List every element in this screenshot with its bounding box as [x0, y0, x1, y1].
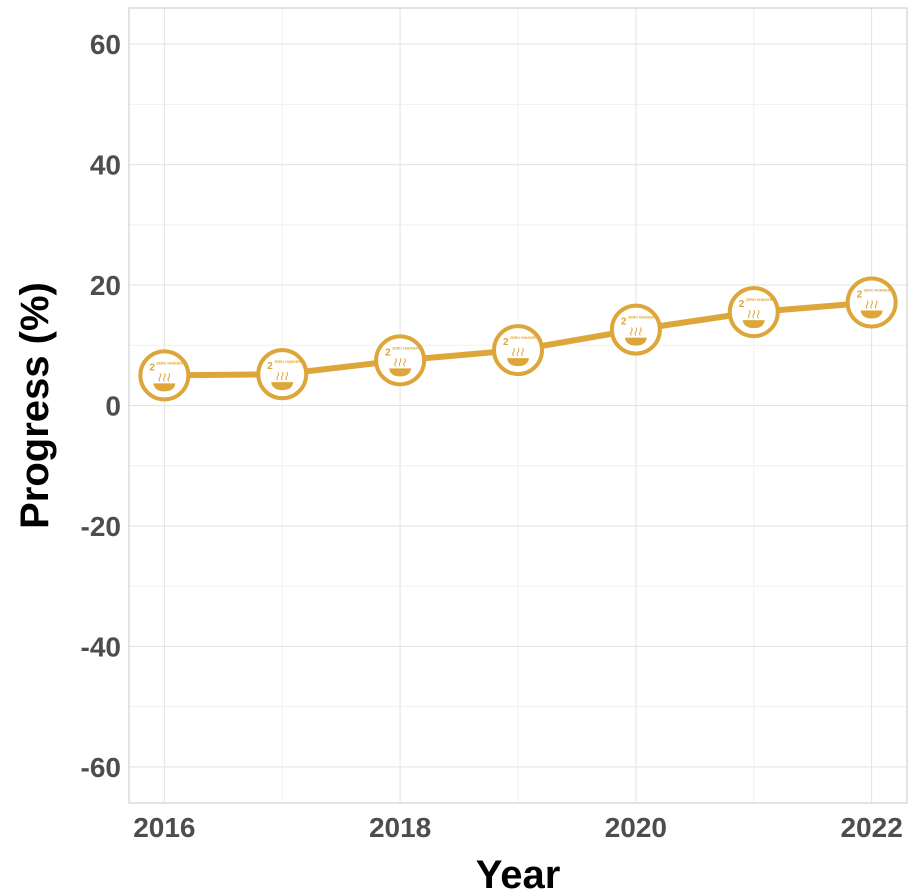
point-marker-ring — [727, 286, 780, 339]
plot-panel-border — [128, 7, 908, 804]
steam-line — [639, 327, 642, 336]
zero-hunger-icon: 2 ZERO HUNGER — [503, 336, 537, 367]
x-tick-label: 2022 — [840, 812, 902, 843]
point-marker-ring — [845, 276, 898, 329]
steam-line — [512, 347, 515, 357]
steam-line — [158, 373, 162, 382]
steam-line — [285, 371, 289, 381]
icon-goal-number: 2 — [149, 362, 155, 373]
y-axis-ticks: -60 -40 -20 0 20 40 60 — [81, 29, 121, 783]
bowl-shape — [389, 368, 412, 377]
data-point: 2 ZERO HUNGER — [374, 334, 427, 387]
steam-line — [874, 300, 878, 309]
x-tick-label: 2018 — [369, 812, 431, 843]
data-point: 2 ZERO HUNGER — [138, 349, 191, 402]
y-tick-label: -40 — [81, 631, 121, 662]
icon-goal-number: 2 — [857, 290, 863, 301]
y-tick-label: -60 — [81, 752, 121, 783]
y-tick-label: -20 — [81, 511, 121, 542]
bowl-shape — [271, 382, 294, 391]
zero-hunger-icon: 2 ZERO HUNGER — [385, 346, 419, 377]
y-axis-title: Progress (%) — [13, 282, 57, 529]
steam-line — [521, 347, 524, 357]
data-point: 2 ZERO HUNGER — [845, 276, 898, 329]
icon-goal-number: 2 — [621, 317, 627, 328]
steam-line — [630, 327, 633, 336]
steam-line — [870, 300, 873, 309]
y-tick-label: 40 — [90, 150, 121, 181]
steam-line — [865, 300, 869, 309]
steam-line — [280, 371, 284, 381]
x-axis-ticks: 2016 2018 2020 2022 — [133, 812, 903, 843]
bowl-shape — [742, 320, 765, 329]
grid-lines — [129, 8, 907, 803]
steam-line — [163, 373, 166, 382]
icon-caption-line: ZERO HUNGER — [156, 361, 183, 365]
icon-goal-number: 2 — [739, 299, 745, 310]
bowl-shape — [507, 358, 529, 367]
y-tick-label: 20 — [90, 270, 121, 301]
icon-caption-line: ZERO HUNGER — [864, 289, 891, 293]
zero-hunger-icon: 2 ZERO HUNGER — [739, 298, 773, 329]
steam-line — [403, 358, 406, 367]
icon-goal-number: 2 — [503, 337, 509, 348]
steam-line — [634, 327, 638, 336]
data-point: 2 ZERO HUNGER — [727, 286, 780, 339]
steam-line — [747, 309, 751, 319]
zero-hunger-icon: 2 ZERO HUNGER — [149, 361, 183, 392]
data-point: 2 ZERO HUNGER — [492, 324, 544, 377]
x-tick-label: 2016 — [133, 812, 195, 843]
steam-line — [752, 309, 756, 319]
zero-hunger-icon: 2 ZERO HUNGER — [857, 289, 891, 319]
steam-line — [756, 309, 760, 319]
point-marker-ring — [256, 348, 309, 401]
icon-caption-line: ZERO HUNGER — [274, 360, 301, 364]
bowl-shape — [860, 310, 883, 319]
bowl-shape — [153, 383, 176, 392]
icon-goal-number: 2 — [267, 361, 273, 372]
steam-line — [276, 371, 280, 381]
steam-line — [516, 347, 520, 357]
y-tick-label: 60 — [90, 29, 121, 60]
icon-goal-number: 2 — [385, 347, 391, 358]
x-axis-title: Year — [476, 853, 561, 896]
icon-caption-line: ZERO HUNGER — [510, 336, 537, 340]
zero-hunger-icon: 2 ZERO HUNGER — [267, 360, 301, 391]
zero-hunger-icon: 2 ZERO HUNGER — [621, 316, 655, 346]
icon-caption-line: ZERO HUNGER — [628, 316, 655, 320]
data-point: 2 ZERO HUNGER — [609, 303, 662, 356]
y-tick-label: 0 — [105, 391, 121, 422]
point-marker-ring — [609, 303, 662, 356]
data-point: 2 ZERO HUNGER — [256, 348, 309, 401]
point-marker-ring — [138, 349, 191, 402]
icon-caption-line: ZERO HUNGER — [746, 298, 773, 302]
bowl-shape — [624, 337, 647, 346]
steam-line — [394, 358, 397, 367]
point-marker-ring — [492, 324, 544, 377]
steam-line — [398, 358, 402, 367]
icon-caption-line: ZERO HUNGER — [392, 346, 419, 350]
x-tick-label: 2020 — [605, 812, 667, 843]
steam-line — [167, 373, 171, 382]
point-marker-ring — [374, 334, 427, 387]
